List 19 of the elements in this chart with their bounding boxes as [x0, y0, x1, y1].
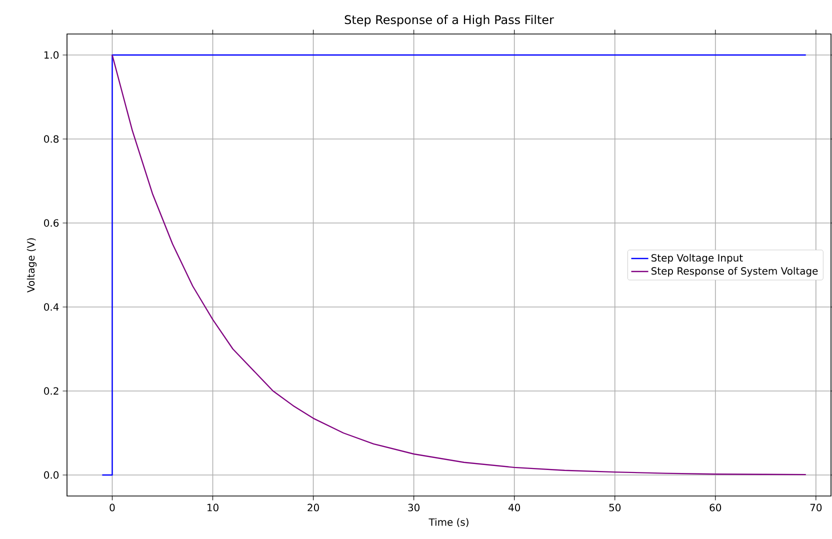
- legend-label: Step Voltage Input: [652, 254, 743, 264]
- y-tick-label: 0.0: [44, 471, 59, 479]
- x-tick-label: 70: [810, 504, 822, 512]
- x-tick-label: 40: [508, 504, 520, 512]
- y-tick-label: 0.2: [44, 387, 58, 395]
- y-tick-label: 0.6: [44, 219, 59, 227]
- x-tick-label: 50: [609, 504, 621, 512]
- y-tick-label: 0.4: [44, 303, 59, 311]
- x-tick-label: 30: [408, 504, 420, 512]
- x-axis-title: Time (s): [428, 518, 468, 528]
- x-tick-label: 0: [110, 504, 115, 512]
- y-axis-title: Voltage (V): [26, 238, 37, 292]
- y-tick-label: 0.8: [44, 135, 59, 143]
- chart-title: Step Response of a High Pass Filter: [344, 14, 554, 26]
- x-tick-label: 20: [308, 504, 319, 512]
- legend-label: Step Response of System Voltage: [652, 266, 818, 277]
- x-tick-label: 60: [710, 504, 722, 512]
- y-tick-label: 1.0: [44, 51, 59, 59]
- x-tick-label: 10: [208, 504, 218, 512]
